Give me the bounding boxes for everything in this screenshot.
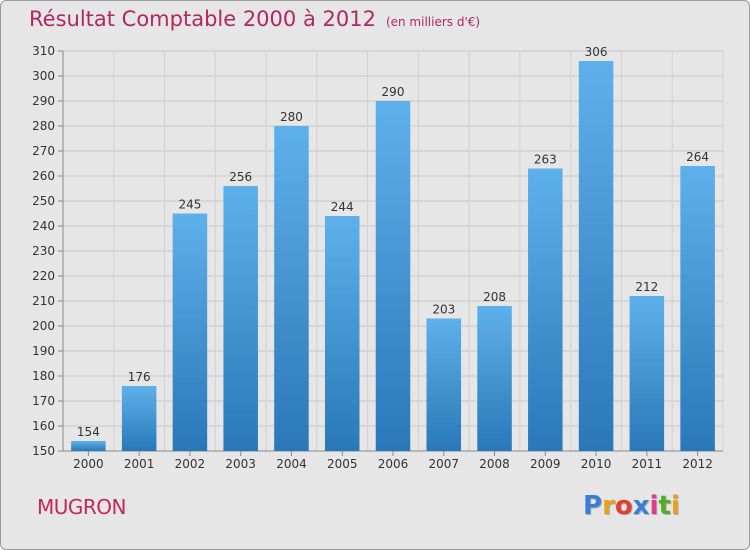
bar	[680, 166, 715, 451]
bar	[629, 296, 665, 451]
bar	[528, 168, 563, 451]
logo-letter: x	[632, 491, 650, 521]
y-tick-label: 240	[32, 219, 55, 233]
y-tick-label: 270	[32, 144, 55, 158]
x-tick-label: 2004	[276, 457, 307, 471]
bar	[121, 386, 157, 451]
x-tick-label: 2003	[225, 457, 256, 471]
x-tick-label: 2011	[632, 457, 663, 471]
bar	[477, 306, 512, 451]
y-tick-label: 290	[32, 94, 55, 108]
y-tick-label: 160	[32, 419, 55, 433]
chart-title: Résultat Comptable 2000 à 2012 (en millie…	[29, 7, 480, 31]
bar-value-label: 263	[534, 153, 557, 167]
y-tick-label: 180	[32, 369, 55, 383]
x-tick-label: 2000	[73, 457, 104, 471]
y-tick-label: 210	[32, 294, 55, 308]
x-tick-label: 2006	[378, 457, 409, 471]
bar	[223, 186, 258, 451]
commune-name: MUGRON	[37, 495, 127, 519]
logo-letter: r	[602, 491, 615, 521]
y-tick-label: 150	[32, 444, 55, 458]
bar-value-label: 280	[280, 110, 303, 124]
bar-value-label: 203	[432, 303, 455, 317]
x-tick-label: 2012	[682, 457, 713, 471]
y-tick-label: 260	[32, 169, 55, 183]
logo-letter: i	[649, 491, 659, 521]
bar-value-label: 212	[635, 280, 658, 294]
bar-value-label: 176	[128, 370, 151, 384]
y-tick-label: 230	[32, 244, 55, 258]
bar-value-label: 208	[483, 290, 506, 304]
bar-value-label: 244	[331, 200, 354, 214]
axes: 150 160 170 180 190 200 210 220 230 240 250 260 270 2…	[32, 44, 723, 471]
bar	[274, 126, 309, 451]
bar-value-label: 256	[229, 170, 252, 184]
x-tick-label: 2010	[581, 457, 612, 471]
logo-letter: o	[614, 491, 633, 521]
logo-letter: P	[583, 491, 603, 521]
x-tick-label: 2001	[124, 457, 155, 471]
x-tick-label: 2007	[428, 457, 459, 471]
logo-letter: t	[658, 491, 671, 521]
bar	[375, 101, 411, 451]
bars	[71, 61, 715, 451]
y-tick-label: 170	[32, 394, 55, 408]
x-tick-label: 2009	[530, 457, 561, 471]
bar	[426, 318, 462, 451]
x-tick-label: 2005	[327, 457, 358, 471]
title-unit: (en milliers d'€)	[385, 15, 481, 29]
x-tick-label: 2008	[479, 457, 510, 471]
bar-value-label: 306	[585, 45, 608, 59]
y-tick-label: 250	[32, 194, 55, 208]
bar	[578, 61, 614, 451]
bar	[324, 216, 360, 451]
bar-value-label: 264	[686, 150, 709, 164]
data-labels: 154 176 245 256 280 244 290 203 208 263 306 212 264	[77, 45, 709, 439]
title-text: Résultat Comptable 2000 à 2012	[29, 7, 376, 31]
y-tick-label: 280	[32, 119, 55, 133]
y-tick-label: 190	[32, 344, 55, 358]
bar	[172, 213, 208, 451]
bar-value-label: 245	[178, 198, 201, 212]
bar-value-label: 154	[77, 425, 100, 439]
logo-letter: i	[670, 491, 680, 521]
x-tick-label: 2002	[175, 457, 206, 471]
proxiti-logo[interactable]: Proxiti	[583, 491, 680, 521]
y-tick-label: 300	[32, 69, 55, 83]
y-tick-label: 220	[32, 269, 55, 283]
bar	[71, 441, 106, 451]
y-tick-label: 200	[32, 319, 55, 333]
bar-value-label: 290	[382, 85, 405, 99]
y-tick-label: 310	[32, 44, 55, 58]
